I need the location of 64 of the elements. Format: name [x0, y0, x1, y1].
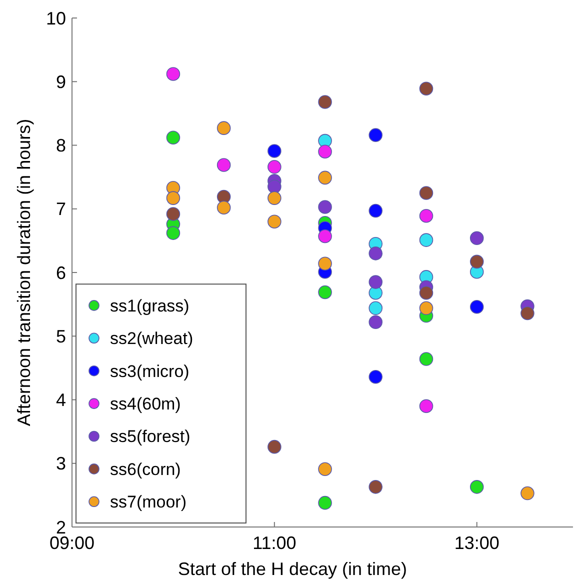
x-tick-label: 13:00: [454, 533, 500, 553]
point: [368, 128, 383, 142]
point: [318, 462, 332, 476]
point: [368, 275, 383, 289]
point: [470, 231, 484, 246]
point: [419, 301, 434, 316]
legend-label: ss7(moor): [110, 492, 187, 512]
point: [318, 256, 332, 270]
point: [166, 207, 180, 221]
x-tick-label: 11:00: [252, 533, 296, 553]
point: [268, 180, 282, 194]
point: [268, 144, 282, 158]
point: [166, 67, 180, 81]
point: [368, 301, 383, 316]
y-tick-label: 3: [56, 454, 66, 474]
x-axis-title: Start of the H decay (in time): [178, 559, 408, 579]
point: [419, 186, 434, 200]
point: [419, 399, 434, 414]
point: [470, 480, 484, 494]
y-axis-title: Afternoon transition duration (in hours): [14, 118, 34, 426]
point: [419, 82, 434, 96]
point: [470, 254, 484, 269]
legend-label: ss6(corn): [110, 460, 181, 479]
point: [318, 170, 332, 185]
point: [166, 130, 180, 145]
point: [419, 233, 434, 247]
y-tick-label: 10: [46, 8, 66, 28]
legend-label: ss3(micro): [110, 362, 190, 381]
point: [268, 191, 282, 205]
point: [318, 285, 332, 300]
legend-label: ss2(wheat): [110, 329, 194, 348]
point: [419, 208, 434, 223]
legend-label: ss1(grass): [110, 296, 190, 316]
y-tick-label: 6: [56, 262, 66, 283]
point: [368, 315, 383, 330]
point: [419, 286, 434, 300]
y-tick-label: 5: [56, 326, 66, 346]
point: [268, 440, 282, 454]
legend-label: ss5(forest): [110, 427, 190, 446]
point: [268, 160, 282, 174]
point: [368, 204, 383, 218]
point: [166, 191, 180, 205]
point: [318, 144, 332, 159]
point: [318, 200, 332, 214]
point: [368, 480, 383, 494]
point: [368, 370, 383, 384]
point: [470, 300, 484, 314]
point: [520, 486, 534, 500]
y-tick-label: 9: [56, 72, 66, 92]
point: [216, 200, 231, 214]
point: [318, 229, 332, 244]
point: [166, 226, 180, 240]
point: [520, 306, 534, 320]
point: [216, 158, 231, 172]
point: [419, 352, 434, 366]
point: [368, 246, 383, 260]
y-tick-label: 4: [56, 390, 66, 410]
point: [318, 95, 332, 109]
legend-label: ss4(60m): [110, 394, 181, 414]
point: [216, 121, 231, 135]
point: [318, 496, 332, 510]
y-tick-label: 8: [56, 136, 66, 156]
point: [268, 214, 282, 228]
y-tick-label: 7: [56, 199, 66, 220]
